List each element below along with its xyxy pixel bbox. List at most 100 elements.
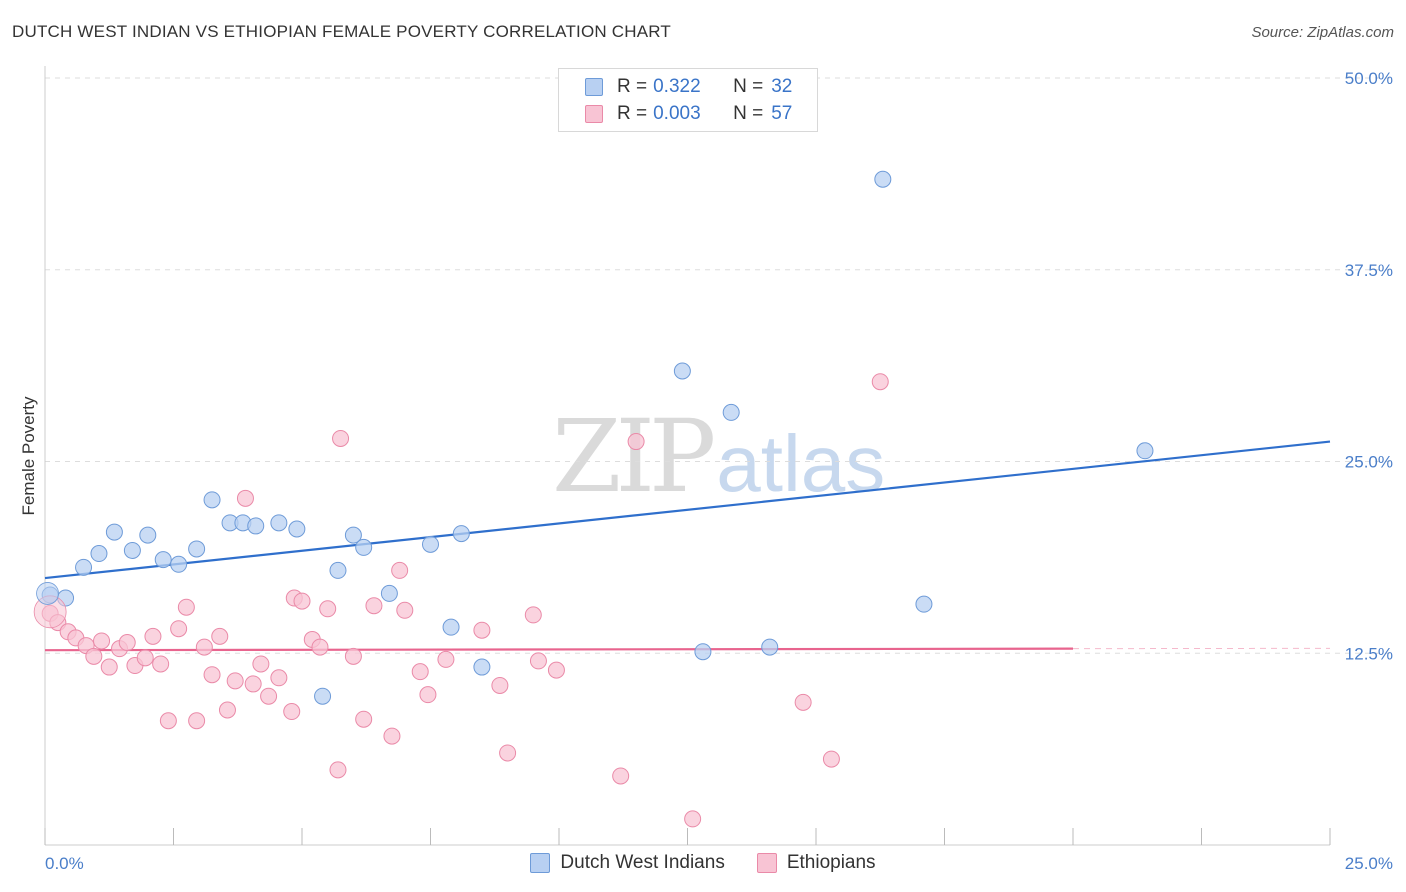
dutch-west-indian-point bbox=[694, 643, 712, 661]
ethiopian-point bbox=[499, 744, 517, 762]
ethiopian-point bbox=[529, 652, 547, 670]
ethiopian-point bbox=[329, 761, 347, 779]
ethiopian-point bbox=[177, 598, 195, 616]
legend-r-label: R = bbox=[617, 103, 648, 124]
ethiopian-point bbox=[260, 687, 278, 705]
dutch-west-indian-point bbox=[355, 538, 373, 556]
ethiopian-point bbox=[311, 638, 329, 656]
dutch-west-indian-trend-line bbox=[44, 440, 1331, 580]
dutch-west-indian-point bbox=[673, 362, 691, 380]
axes bbox=[44, 66, 1331, 846]
dutch-west-indian-point bbox=[247, 517, 265, 535]
dutch-west-indian-point bbox=[442, 618, 460, 636]
dutch-west-indian-point bbox=[422, 535, 439, 553]
ethiopian-point bbox=[419, 686, 437, 704]
ethiopian-point bbox=[203, 666, 221, 684]
ethiopian-point bbox=[270, 669, 288, 687]
ethiopian-point bbox=[355, 710, 373, 728]
dutch-west-indian-point bbox=[314, 687, 332, 705]
ethiopian-point bbox=[118, 634, 136, 652]
ethiopian-point bbox=[100, 658, 118, 676]
ethiopian-point bbox=[218, 701, 236, 719]
y-axis-title: Female Poverty bbox=[19, 396, 38, 516]
series-swatch-blue bbox=[530, 853, 551, 873]
dutch-west-indian-point bbox=[380, 584, 398, 602]
dutch-west-indian-point-large bbox=[36, 582, 59, 605]
legend-n-label: N = bbox=[733, 103, 764, 124]
dutch-west-indian-point bbox=[874, 170, 892, 188]
ethiopian-trend-line bbox=[44, 647, 1074, 652]
ethiopian-point bbox=[195, 638, 213, 656]
y-tick-label: 50.0% bbox=[1345, 69, 1393, 88]
dutch-west-indian-point bbox=[75, 558, 93, 576]
chart-source: Source: ZipAtlas.com bbox=[1251, 24, 1394, 41]
dutch-west-indian-point bbox=[722, 403, 740, 421]
ethiopian-point bbox=[684, 810, 702, 828]
dutch-west-indian-point bbox=[1136, 442, 1154, 460]
dutch-west-indian-point bbox=[188, 540, 206, 558]
series-swatch-pink bbox=[756, 853, 777, 873]
dutch-west-indian-point bbox=[288, 520, 306, 538]
ethiopian-point bbox=[547, 661, 565, 679]
y-tick-label: 25.0% bbox=[1345, 453, 1393, 472]
dutch-west-indian-point bbox=[473, 658, 491, 676]
ethiopian-point bbox=[344, 647, 362, 665]
ethiopian-point bbox=[283, 703, 301, 721]
dutch-west-indian-point bbox=[452, 525, 470, 543]
x-tick-label: 25.0% bbox=[1345, 854, 1393, 873]
ethiopian-point bbox=[396, 601, 414, 619]
legend-swatch-pink bbox=[585, 105, 603, 123]
legend-r-value: 0.003 bbox=[653, 103, 701, 124]
ethiopian-point bbox=[871, 373, 889, 391]
ethiopian-point bbox=[136, 649, 154, 667]
ethiopian-point bbox=[365, 597, 383, 615]
dutch-west-indian-point bbox=[761, 638, 779, 656]
trend-lines bbox=[44, 440, 1331, 652]
tick-labels: 12.5% 25.0% 37.5% 50.0% 0.0% 25.0% Female Pove… bbox=[19, 69, 1393, 873]
series-legend: Dutch West Indians Ethiopians bbox=[0, 852, 1406, 874]
ethiopian-point bbox=[473, 621, 491, 639]
dutch-west-indian-point bbox=[170, 555, 188, 573]
ethiopian-point bbox=[93, 632, 111, 650]
ethiopian-point bbox=[627, 433, 645, 451]
legend-r-label: R = bbox=[617, 76, 648, 97]
ethiopian-point bbox=[244, 675, 262, 693]
series-name: Dutch West Indians bbox=[560, 852, 725, 873]
ethiopian-point bbox=[822, 750, 840, 768]
data-points bbox=[33, 170, 1154, 828]
ethiopian-point bbox=[332, 429, 350, 447]
series-name: Ethiopians bbox=[786, 852, 876, 873]
correlation-legend: R = 0.322 N = 32 R = 0.003 N = 57 bbox=[558, 68, 818, 132]
ethiopian-point bbox=[159, 712, 177, 730]
ethiopian-point bbox=[252, 655, 270, 673]
y-tick-label: 37.5% bbox=[1345, 261, 1393, 280]
dutch-west-indian-point bbox=[139, 526, 157, 544]
legend-r-value: 0.322 bbox=[653, 76, 701, 97]
series-legend-item-dutch-west-indians: Dutch West Indians bbox=[530, 852, 725, 874]
legend-n-value: 57 bbox=[771, 103, 793, 124]
series-legend-item-ethiopians: Ethiopians bbox=[756, 852, 876, 874]
legend-swatch-blue bbox=[585, 78, 603, 96]
ethiopian-point bbox=[524, 606, 542, 624]
dutch-west-indian-point bbox=[270, 514, 288, 532]
legend-n-label: N = bbox=[733, 76, 764, 97]
ethiopian-point bbox=[437, 650, 455, 668]
dutch-west-indian-point bbox=[105, 523, 123, 541]
ethiopian-point bbox=[319, 600, 337, 618]
dutch-west-indian-point bbox=[329, 561, 347, 579]
grid-lines bbox=[45, 77, 1392, 654]
dutch-west-indian-point bbox=[203, 491, 221, 509]
ethiopian-point bbox=[226, 672, 244, 690]
ethiopian-point bbox=[491, 676, 509, 694]
ethiopian-point bbox=[188, 712, 206, 730]
ethiopian-point bbox=[144, 627, 162, 645]
y-tick-label: 12.5% bbox=[1345, 644, 1393, 663]
ethiopian-point bbox=[152, 655, 170, 673]
ethiopian-point bbox=[794, 693, 812, 711]
legend-row-dutch-west-indians: R = 0.322 N = 32 bbox=[585, 75, 792, 99]
ethiopian-point bbox=[236, 489, 254, 507]
ethiopian-point bbox=[411, 663, 429, 681]
x-tick-label: 0.0% bbox=[45, 854, 84, 873]
dutch-west-indian-point bbox=[154, 551, 172, 569]
